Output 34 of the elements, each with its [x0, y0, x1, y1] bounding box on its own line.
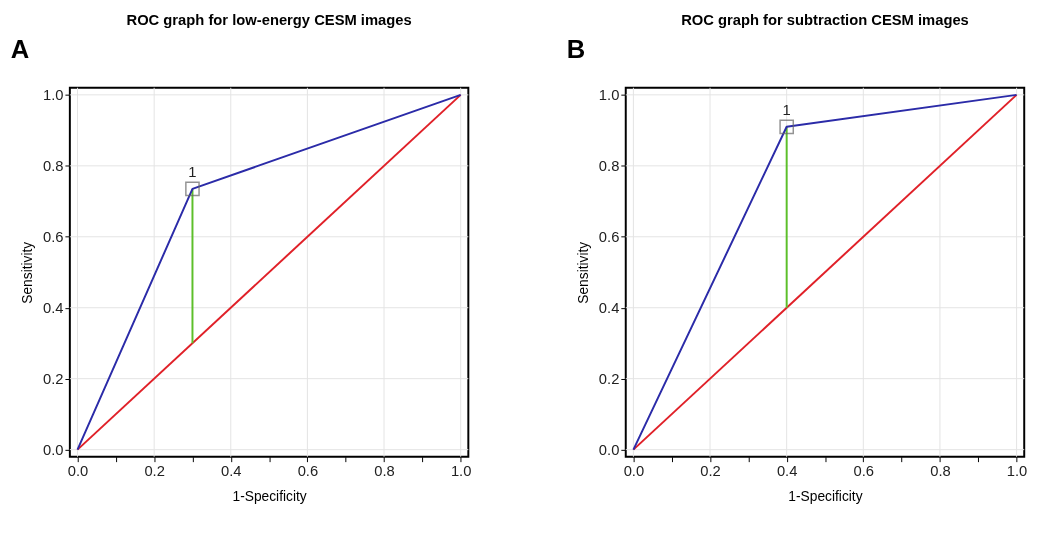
x-tick-label: 1.0 [450, 462, 472, 479]
annotation: 1 [188, 164, 197, 181]
x-tick-label: 0.8 [374, 462, 395, 479]
y-tick-label: 0.4 [42, 300, 64, 317]
x-tick-label: 0.8 [930, 462, 951, 479]
x-tick-label: 0.0 [67, 462, 89, 479]
x-tick-label: 0.0 [623, 462, 645, 479]
y-tick-label: 0.2 [42, 371, 64, 388]
y-tick-label: 0.0 [42, 442, 64, 459]
y-tick-label: 0.0 [598, 442, 620, 459]
x-tick-label: 0.4 [221, 462, 242, 479]
y-tick-label: 1.0 [42, 87, 64, 104]
chart-title: ROC graph for low-energy CESM images [126, 11, 412, 28]
x-tick-label: 1.0 [1006, 462, 1028, 479]
y-tick-label: 0.6 [42, 229, 64, 246]
x-tick-label: 0.4 [776, 462, 798, 479]
x-tick-label: 0.6 [297, 462, 319, 479]
y-tick-label: 0.6 [598, 229, 620, 246]
y-tick-label: 0.8 [42, 158, 64, 175]
y-tick-label: 1.0 [598, 87, 620, 104]
y-tick-label: 0.8 [598, 158, 620, 175]
x-axis-title: 1-Specificity [232, 489, 307, 505]
chart-title: ROC graph for subtraction CESM images [681, 11, 969, 28]
y-axis-title: Sensitivity [20, 241, 36, 304]
text: A [10, 35, 30, 64]
x-axis-title: 1-Specificity [788, 489, 863, 505]
y-tick-label: 0.4 [598, 300, 620, 317]
x-tick-label: 0.6 [853, 462, 875, 479]
y-axis-title: Sensitivity [576, 241, 592, 304]
y-tick-label: 0.2 [598, 371, 620, 388]
x-tick-label: 0.2 [700, 462, 721, 479]
x-tick-label: 0.2 [144, 462, 165, 479]
annotation: 1 [782, 101, 791, 118]
text: B [566, 35, 586, 64]
